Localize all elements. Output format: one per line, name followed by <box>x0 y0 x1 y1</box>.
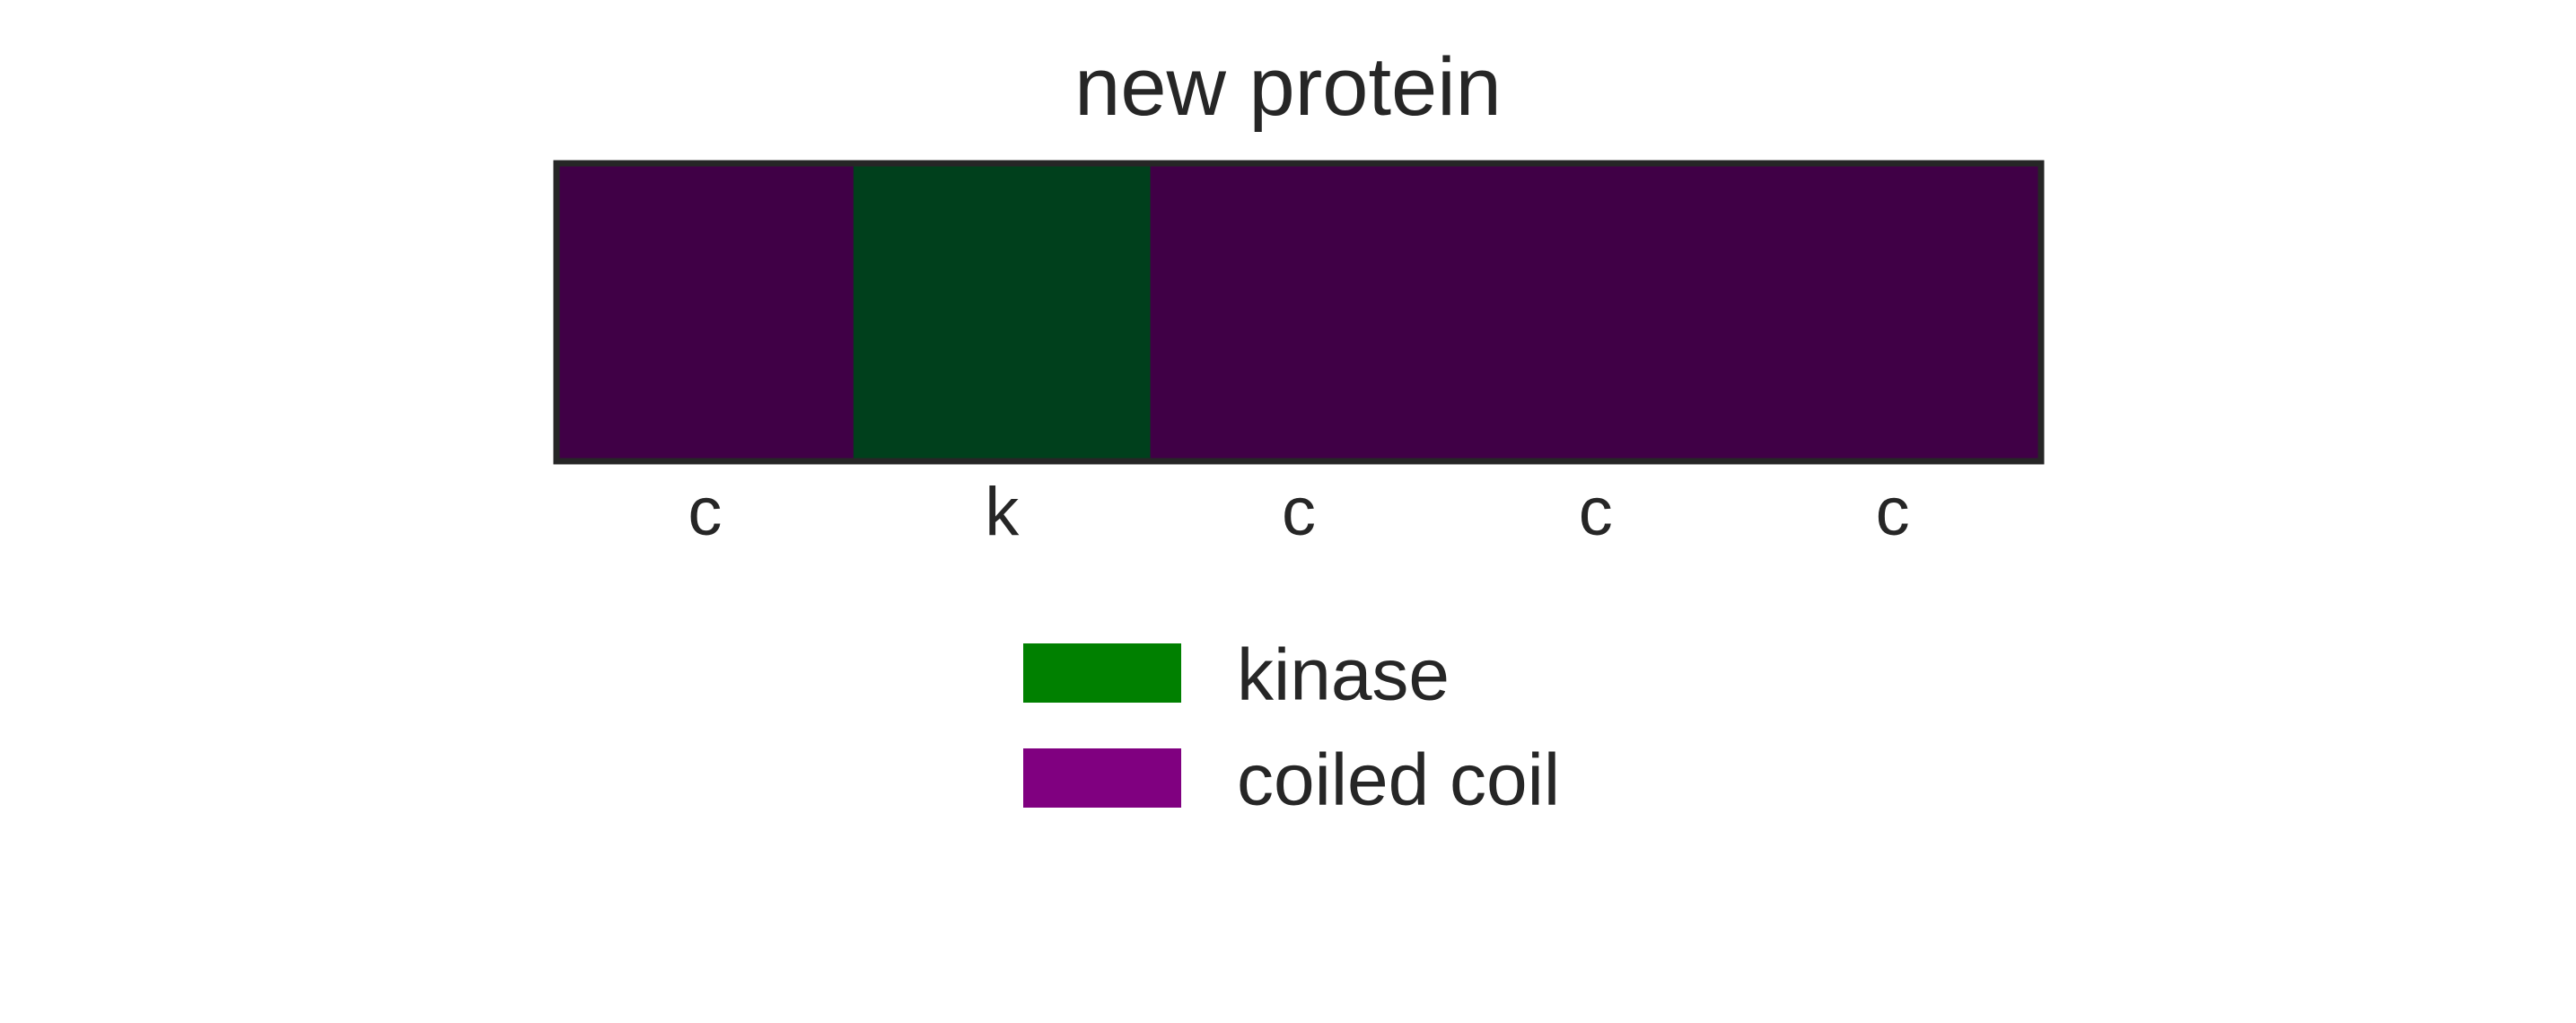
tick-label-1: c <box>688 474 722 550</box>
domain-cell-1 <box>556 163 854 461</box>
tick-label-3: c <box>1282 474 1316 550</box>
tick-label-4: c <box>1579 474 1613 550</box>
domain-cell-5 <box>1744 163 2042 461</box>
domain-cell-4 <box>1447 163 1745 461</box>
legend-label-c: coiled coil <box>1237 739 1560 821</box>
chart-frame <box>553 160 2045 465</box>
domain-cell-2 <box>853 163 1152 461</box>
legend: kinase coiled coil <box>1023 634 1560 821</box>
domain-cells <box>556 163 2042 461</box>
domain-cell-3 <box>1150 163 1448 461</box>
tick-label-2: k <box>985 474 1020 550</box>
chart-title: new protein <box>1074 41 1502 133</box>
legend-label-k: kinase <box>1237 634 1450 716</box>
legend-swatch-k <box>1023 643 1181 703</box>
legend-swatch-c <box>1023 748 1181 808</box>
tick-label-5: c <box>1876 474 1910 550</box>
